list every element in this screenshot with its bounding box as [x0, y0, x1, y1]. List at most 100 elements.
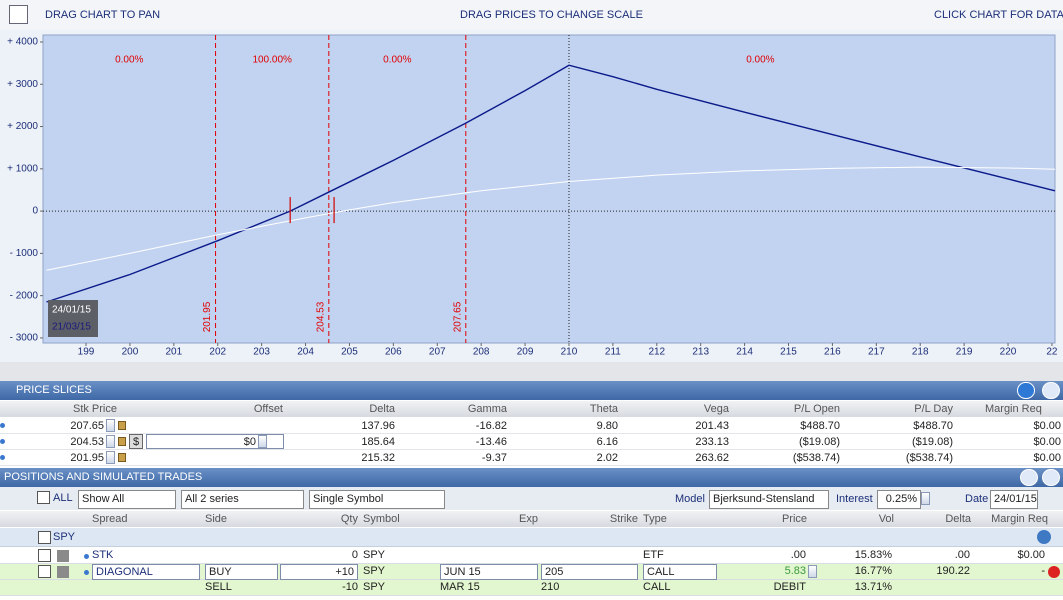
- checkbox[interactable]: [38, 531, 51, 544]
- remove-button[interactable]: [1048, 566, 1060, 578]
- cell: $0.00: [1033, 452, 1061, 464]
- add-button[interactable]: [1017, 382, 1035, 399]
- x-tick-label: 216: [824, 347, 841, 358]
- section-title: PRICE SLICES: [16, 384, 92, 396]
- y-tick-label: - 3000: [10, 333, 39, 344]
- label: Interest: [836, 493, 873, 505]
- dropdown[interactable]: Show All: [78, 490, 176, 509]
- x-tick-label: 208: [473, 347, 490, 358]
- lock-icon: [118, 453, 126, 462]
- group-label: SPY: [53, 531, 76, 543]
- row-dot: [84, 570, 89, 575]
- cell: 201.43: [695, 420, 729, 432]
- checkbox[interactable]: [38, 565, 51, 578]
- dropdown[interactable]: Single Symbol: [309, 490, 445, 509]
- probability-label: 0.00%: [383, 55, 411, 66]
- settings-button[interactable]: [1037, 530, 1051, 544]
- x-tick-label: 217: [868, 347, 885, 358]
- spinner[interactable]: [106, 419, 115, 432]
- y-tick-label: - 1000: [10, 248, 39, 259]
- cell: 137.96: [361, 420, 395, 432]
- cell: SPY: [363, 549, 386, 561]
- cell: SELL: [205, 581, 232, 593]
- column-header: Delta: [369, 403, 395, 415]
- price-slice-label: 207.65: [452, 301, 463, 332]
- cell: STK: [92, 549, 114, 561]
- cell[interactable]: CALL: [643, 564, 717, 580]
- column-header-row: [0, 401, 1063, 417]
- column-header: Theta: [589, 403, 618, 415]
- cell: $488.70: [800, 420, 840, 432]
- spinner[interactable]: [106, 435, 115, 448]
- checkbox[interactable]: [37, 491, 50, 504]
- cell: DEBIT: [773, 581, 806, 593]
- x-tick-label: 199: [78, 347, 95, 358]
- dollar-button[interactable]: $: [129, 434, 143, 449]
- cell: 15.83%: [854, 549, 892, 561]
- column-header: P/L Day: [914, 403, 953, 415]
- table-row: [0, 418, 1063, 434]
- y-tick-label: + 4000: [7, 37, 38, 48]
- spinner[interactable]: [258, 435, 267, 448]
- cell: 204.53: [70, 436, 104, 448]
- column-header: P/L Open: [793, 403, 840, 415]
- cell: ($538.74): [792, 452, 840, 464]
- cell[interactable]: 205: [541, 564, 638, 580]
- cell: 207.65: [70, 420, 104, 432]
- x-tick-label: 215: [780, 347, 797, 358]
- x-tick-label: 220: [1000, 347, 1017, 358]
- spinner[interactable]: [921, 492, 930, 505]
- row-dot: [0, 439, 5, 444]
- row-color: [57, 550, 69, 562]
- chart-icon[interactable]: [9, 5, 28, 24]
- dropdown[interactable]: All 2 series: [181, 490, 304, 509]
- cell: -: [1041, 565, 1045, 577]
- spinner[interactable]: [106, 451, 115, 464]
- checkbox[interactable]: [38, 549, 51, 562]
- cell: 13.71%: [854, 581, 892, 593]
- column-header: Symbol: [363, 513, 400, 525]
- x-tick-label: 203: [253, 347, 270, 358]
- x-tick-label: 210: [561, 347, 578, 358]
- x-tick-label: 207: [429, 347, 446, 358]
- cell[interactable]: JUN 15: [440, 564, 538, 580]
- cell[interactable]: +10: [280, 564, 358, 580]
- price-slice-label: 201.95: [202, 301, 213, 332]
- column-header: Qty: [340, 513, 358, 525]
- collapse-button[interactable]: [1020, 469, 1038, 486]
- cell: MAR 15: [440, 581, 480, 593]
- cell: 215.32: [361, 452, 395, 464]
- x-tick-label: 206: [385, 347, 402, 358]
- lock-icon: [118, 421, 126, 430]
- interest-input[interactable]: 0.25%: [877, 490, 921, 509]
- cell[interactable]: BUY: [205, 564, 278, 580]
- list-button[interactable]: [1042, 469, 1060, 486]
- column-header: Delta: [945, 513, 971, 525]
- cell[interactable]: DIAGONAL: [92, 564, 200, 580]
- cell: $0: [243, 436, 256, 448]
- cell: ($19.08): [799, 436, 840, 448]
- column-header: Type: [643, 513, 667, 525]
- date-input[interactable]: 24/01/15: [990, 490, 1038, 509]
- table-row: [0, 548, 1063, 564]
- dropdown[interactable]: Bjerksund-Stensland: [709, 490, 829, 509]
- spinner[interactable]: [808, 565, 817, 578]
- group-row: [0, 528, 1063, 547]
- cell: $0.00: [1033, 420, 1061, 432]
- cell: SPY: [363, 581, 386, 593]
- label: ALL: [53, 492, 73, 504]
- cell: -9.37: [481, 452, 507, 464]
- offset-input[interactable]: [146, 434, 284, 449]
- cell: SPY: [363, 565, 386, 577]
- lock-icon: [118, 437, 126, 446]
- column-header: Gamma: [467, 403, 507, 415]
- list-button[interactable]: [1042, 382, 1060, 399]
- cell: -16.82: [475, 420, 507, 432]
- cell: 201.95: [70, 452, 104, 464]
- cell: -10: [342, 581, 358, 593]
- cell: -13.46: [475, 436, 507, 448]
- section-title: POSITIONS AND SIMULATED TRADES: [4, 471, 203, 483]
- y-tick-label: 0: [32, 206, 38, 217]
- chart[interactable]: + 4000 + 3000 + 2000 + 1000 0 - 1000 - 2000 - 3…: [0, 30, 1063, 362]
- x-tick-label: 211: [605, 347, 621, 358]
